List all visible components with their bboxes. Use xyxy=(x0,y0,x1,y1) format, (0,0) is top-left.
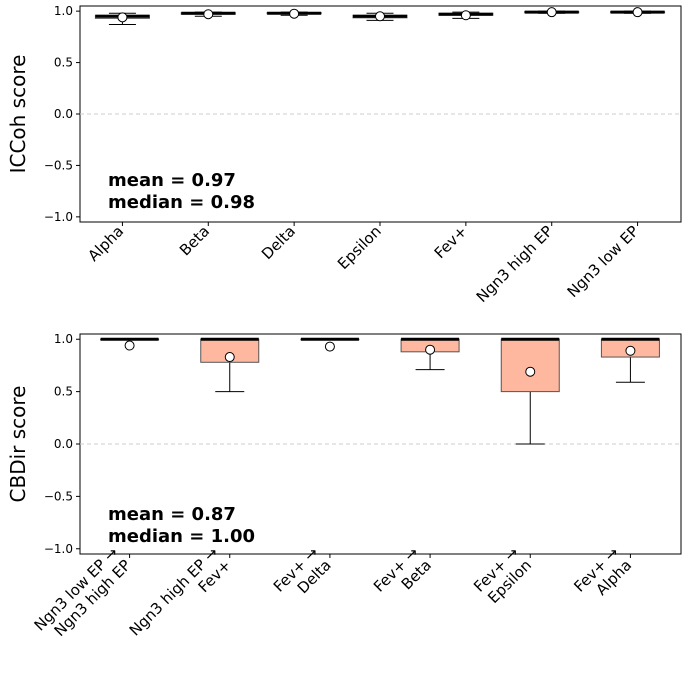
chart-1-y-tick-label: −0.5 xyxy=(44,158,73,172)
chart-2-mean-marker xyxy=(224,352,235,363)
chart-2-mean-marker xyxy=(525,366,536,377)
chart-1-x-tick-label: Epsilon xyxy=(334,222,385,273)
chart-2-box xyxy=(500,338,560,393)
chart-2-stats-annotation: median = 1.00 xyxy=(108,526,255,547)
chart-1-x-tick-label: Delta xyxy=(258,222,299,263)
chart-1-x-tick-label-line: Delta xyxy=(258,222,299,263)
chart-1-y-tick-label: 0.0 xyxy=(54,107,73,121)
chart-2-y-tick-label: 1.0 xyxy=(54,332,73,346)
chart-1-x-tick-label-line: Beta xyxy=(176,222,213,259)
chart-1-mean-marker xyxy=(375,11,385,22)
chart-2-x-tick-label: Fev+ →Delta xyxy=(270,543,335,608)
chart-2-mean-marker xyxy=(124,340,135,351)
chart-2-y-tick-label: 0.5 xyxy=(54,385,73,399)
chart-2-y-tick-label: −1.0 xyxy=(44,542,73,556)
chart-1-x-tick-label-line: Fev+ xyxy=(431,222,471,262)
chart-1-y-axis-label: ICCoh score xyxy=(6,55,30,174)
chart-1-mean-marker xyxy=(289,8,300,19)
chart-1-y-tick-label: 1.0 xyxy=(54,4,73,18)
chart-2-x-tick-label: Fev+ →Alpha xyxy=(570,543,635,608)
chart-2-mean-marker xyxy=(324,341,335,352)
chart-1-x-tick-label: Alpha xyxy=(84,222,127,265)
chart-1-y-tick-label: 0.5 xyxy=(54,56,73,70)
chart-1-x-tick-label: Ngn3 high EP xyxy=(473,222,557,306)
chart-1-mean-marker xyxy=(117,12,128,23)
chart-1-x-tick-label-line: Ngn3 low EP xyxy=(564,222,643,301)
chart-2-stats-annotation: mean = 0.87 xyxy=(108,504,236,525)
chart-1-stats-annotation: median = 0.98 xyxy=(108,192,255,213)
chart-1-mean-marker xyxy=(460,10,471,21)
chart-1-x-tick-label: Beta xyxy=(176,222,213,259)
chart-1-mean-marker xyxy=(632,7,643,18)
chart-1-x-tick-label-line: Epsilon xyxy=(334,222,385,273)
chart-2-x-tick-label: Fev+ →Beta xyxy=(370,543,435,608)
chart-2-mean-marker xyxy=(425,344,436,355)
chart-2-x-tick-label: Fev+ →Epsilon xyxy=(470,543,535,608)
chart-2-x-tick-label: Ngn3 low EP →Ngn3 high EP xyxy=(31,543,135,647)
chart-2-mean-marker xyxy=(625,345,636,356)
chart-1-stats-annotation: mean = 0.97 xyxy=(108,170,236,191)
chart-2-x-tick-label: Ngn3 high EP →Fev+ xyxy=(126,543,235,652)
chart-2-y-tick-label: 0.0 xyxy=(54,437,73,451)
chart-1-x-tick-label-line: Ngn3 high EP xyxy=(473,222,557,306)
chart-1-mean-marker xyxy=(546,7,557,18)
chart-1-x-tick-label: Fev+ xyxy=(431,222,471,262)
chart-1-x-tick-label-line: Alpha xyxy=(84,222,127,265)
chart-2-y-axis-label: CBDir score xyxy=(6,386,30,503)
chart-1-x-tick-label: Ngn3 low EP xyxy=(564,222,643,301)
chart-1-mean-marker xyxy=(203,9,214,20)
chart-2-y-tick-label: −0.5 xyxy=(44,489,73,503)
chart-1-y-tick-label: −1.0 xyxy=(44,210,73,224)
